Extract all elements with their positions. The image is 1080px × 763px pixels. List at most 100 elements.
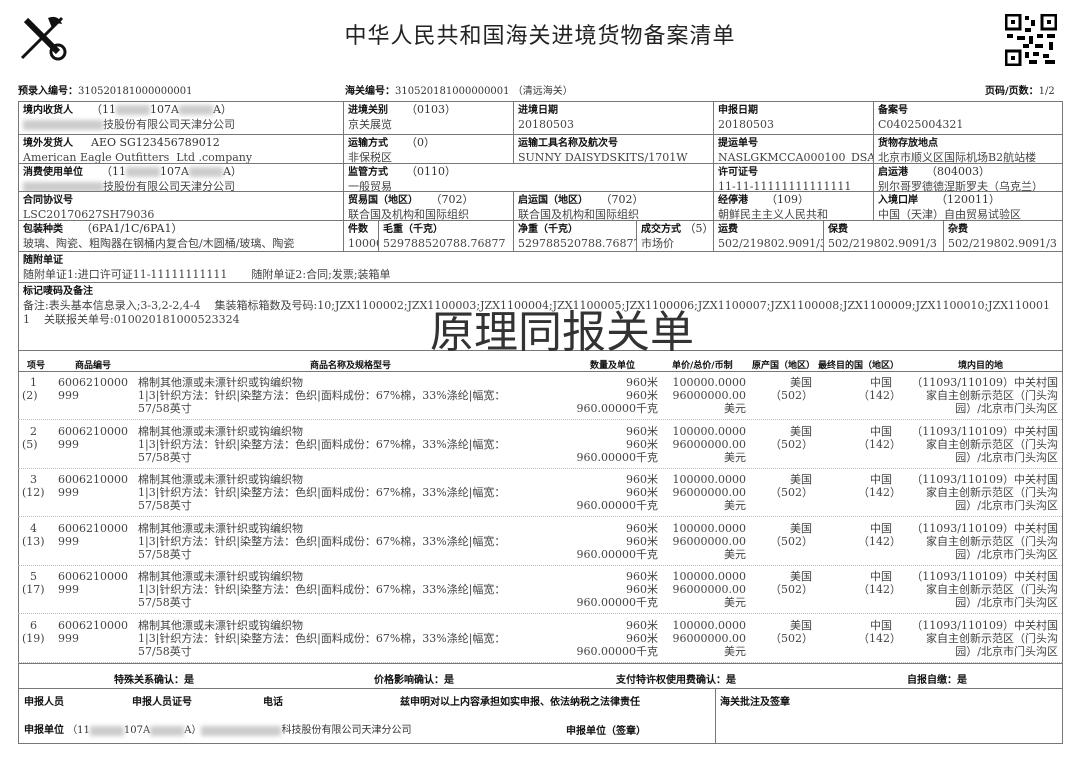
item-no: 2	[30, 424, 37, 438]
watermark-text: 原理同报关单	[430, 307, 694, 358]
domestic-destination-3: 园）/北京市门头沟区	[955, 450, 1058, 464]
pre-entry-number: 预录入编号：310520181000000001	[18, 86, 193, 97]
hs-code-ext: 999	[58, 437, 79, 451]
declarant-id-label: 申报人员证号	[132, 697, 192, 708]
contract-cell: 合同协议号 LSC20170627SH79036	[19, 192, 344, 221]
goods-name: 棉制其他漂或未漂针织或钩编织物	[138, 376, 303, 389]
quantity-1: 960米	[626, 570, 658, 583]
origin-country: 美国	[790, 521, 812, 535]
unit-price: 100000.0000	[672, 570, 746, 583]
currency: 美元	[724, 450, 746, 464]
goods-name: 棉制其他漂或未漂针织或钩编织物	[138, 521, 303, 535]
origin-country: 美国	[790, 618, 812, 632]
item-no: 4	[30, 521, 37, 535]
gross-weight-cell: 毛重（千克） 529788520788.76877	[379, 221, 514, 252]
departure-port-cell: 启运港 （804003） 别尔哥罗德德涅斯罗夫（乌克兰）	[874, 164, 1062, 192]
deal-mode-cell: 成交方式 （5） 市场价	[637, 221, 714, 252]
goods-name: 棉制其他漂或未漂针织或钩编织物	[138, 618, 303, 632]
origin-code: （502）	[770, 534, 813, 548]
quantity-3: 960.00000千克	[576, 450, 659, 464]
item-row: 3 (12) 6006210000 999 棉制其他漂或未漂针织或钩编织物 1|3|针织方…	[18, 469, 1062, 517]
item-sub-no: (19)	[22, 631, 45, 645]
col-domestic-destination: 境内目的地	[958, 361, 1004, 371]
departure-country-cell: 启运国（地区） （702） 联合国及机构和国际组织	[514, 192, 714, 221]
item-sub-no: (2)	[22, 389, 38, 402]
currency: 美元	[724, 499, 746, 512]
domestic-destination-1: （11093/110109）中关村国	[911, 473, 1058, 486]
packing-cell: 包装种类 （6PA1/1C/6PA1） 玻璃、陶瓷、粗陶器在钢桶内复合包/木圆桶/玻…	[19, 221, 344, 252]
document-title: 中华人民共和国海关进境货物备案清单	[344, 24, 736, 49]
col-destination: 最终目的国（地区）	[818, 361, 900, 371]
domestic-destination-2: 家自主创新示范区（门头沟	[926, 486, 1058, 499]
quantity-3: 960.00000千克	[576, 499, 659, 512]
origin-code: （502）	[770, 486, 813, 499]
item-row: 2 (5) 6006210000 999 棉制其他漂或未漂针织或钩编织物 1|3|针织方法…	[18, 421, 1062, 469]
destination-country: 中国	[870, 424, 892, 438]
origin-country: 美国	[790, 424, 812, 438]
customs-emblem-logo	[20, 16, 67, 61]
unit-price: 100000.0000	[672, 473, 746, 486]
declaration-statement: 兹申明对以上内容承担如实申报、依法纳税之法律责任	[400, 697, 640, 708]
goods-spec: 1|3|针织方法：针织|染整方法：色织|面料成份：67%棉，33%涤纶|幅宽：	[138, 534, 506, 548]
pieces-cell: 件数10000	[344, 221, 379, 252]
item-sub-no: (13)	[22, 534, 45, 548]
domestic-destination-1: （11093/110109）中关村国	[911, 424, 1058, 438]
item-row: 6 (19) 6006210000 999 棉制其他漂或未漂针织或钩编织物 1|3|针织方…	[18, 615, 1062, 663]
domestic-destination-1: （11093/110109）中关村国	[911, 618, 1058, 632]
quantity-3: 960.00000千克	[576, 402, 659, 415]
unit-price: 100000.0000	[672, 521, 746, 535]
price-impact-confirm: 价格影响确认：是	[374, 675, 454, 686]
consumer-cell: 消费使用单位 （11 107A A） 技股份有限公司天津分公司	[19, 164, 344, 192]
goods-spec-cont: 57/58英寸	[138, 644, 192, 658]
quantity-2: 960米	[626, 631, 658, 645]
destination-code: （142）	[858, 583, 901, 596]
net-weight-cell: 净重（千克） 529788520788.76877	[514, 221, 637, 252]
destination-code: （142）	[858, 437, 901, 451]
item-row: 1 (2) 6006210000 999 棉制其他漂或未漂针织或钩编织物 1|3|针织方法…	[18, 372, 1062, 420]
special-relation-confirm: 特殊关系确认：是	[114, 675, 194, 686]
destination-country: 中国	[870, 473, 892, 486]
item-no: 1	[30, 376, 37, 389]
domestic-destination-3: 园）/北京市门头沟区	[955, 402, 1058, 415]
declaring-unit-seal-label: 申报单位（签章）	[566, 726, 646, 737]
qr-code	[1005, 14, 1057, 66]
total-price: 96000000.00	[672, 631, 746, 645]
destination-country: 中国	[870, 570, 892, 583]
quantity-1: 960米	[626, 424, 658, 438]
hs-code: 6006210000	[58, 473, 128, 486]
vessel-cell: 运输工具名称及航次号 SUNNY DAISYDSKITS/1701W	[514, 135, 714, 164]
customs-number: 海关编号：310520181000000001 （清远海关）	[345, 86, 573, 97]
col-origin: 原产国（地区）	[752, 361, 816, 371]
entry-port-of-arrival-cell: 入境口岸 （120011） 中国（天津）自由贸易试验区	[874, 192, 1062, 221]
form-frame	[18, 101, 1063, 744]
currency: 美元	[724, 402, 746, 415]
quantity-3: 960.00000千克	[576, 596, 659, 609]
domestic-destination-2: 家自主创新示范区（门头沟	[926, 583, 1058, 596]
hs-code: 6006210000	[58, 618, 128, 632]
trade-country-cell: 贸易国（地区） （702） 联合国及机构和国际组织	[344, 192, 514, 221]
domestic-destination-3: 园）/北京市门头沟区	[955, 644, 1058, 658]
declarant-label: 申报人员	[24, 697, 64, 708]
currency: 美元	[724, 596, 746, 609]
royalty-confirm: 支付特许权使用费确认：是	[616, 675, 736, 686]
domestic-destination-2: 家自主创新示范区（门头沟	[926, 437, 1058, 451]
declaring-unit: 申报单位 （11 107A A） 科技股份有限公司天津分公司	[24, 725, 412, 736]
destination-country: 中国	[870, 618, 892, 632]
item-no: 6	[30, 618, 37, 632]
origin-country: 美国	[790, 570, 812, 583]
total-price: 96000000.00	[672, 486, 746, 499]
hs-code: 6006210000	[58, 521, 128, 535]
page-number: 页码/页数：1/2	[985, 86, 1055, 97]
goods-spec: 1|3|针织方法：针织|染整方法：色织|面料成份：67%棉，33%涤纶|幅宽：	[138, 583, 506, 596]
domestic-destination-1: （11093/110109）中关村国	[911, 376, 1058, 389]
hs-code-ext: 999	[58, 631, 79, 645]
destination-code: （142）	[858, 631, 901, 645]
hs-code-ext: 999	[58, 534, 79, 548]
quantity-2: 960米	[626, 486, 658, 499]
total-price: 96000000.00	[672, 534, 746, 548]
item-no: 3	[30, 473, 37, 486]
domestic-destination-2: 家自主创新示范区（门头沟	[926, 389, 1058, 402]
destination-code: （142）	[858, 486, 901, 499]
misc-fee-cell: 杂费 502/219802.9091/3	[944, 221, 1062, 252]
license-cell: 许可证号 11-11-11111111111111	[714, 164, 874, 192]
